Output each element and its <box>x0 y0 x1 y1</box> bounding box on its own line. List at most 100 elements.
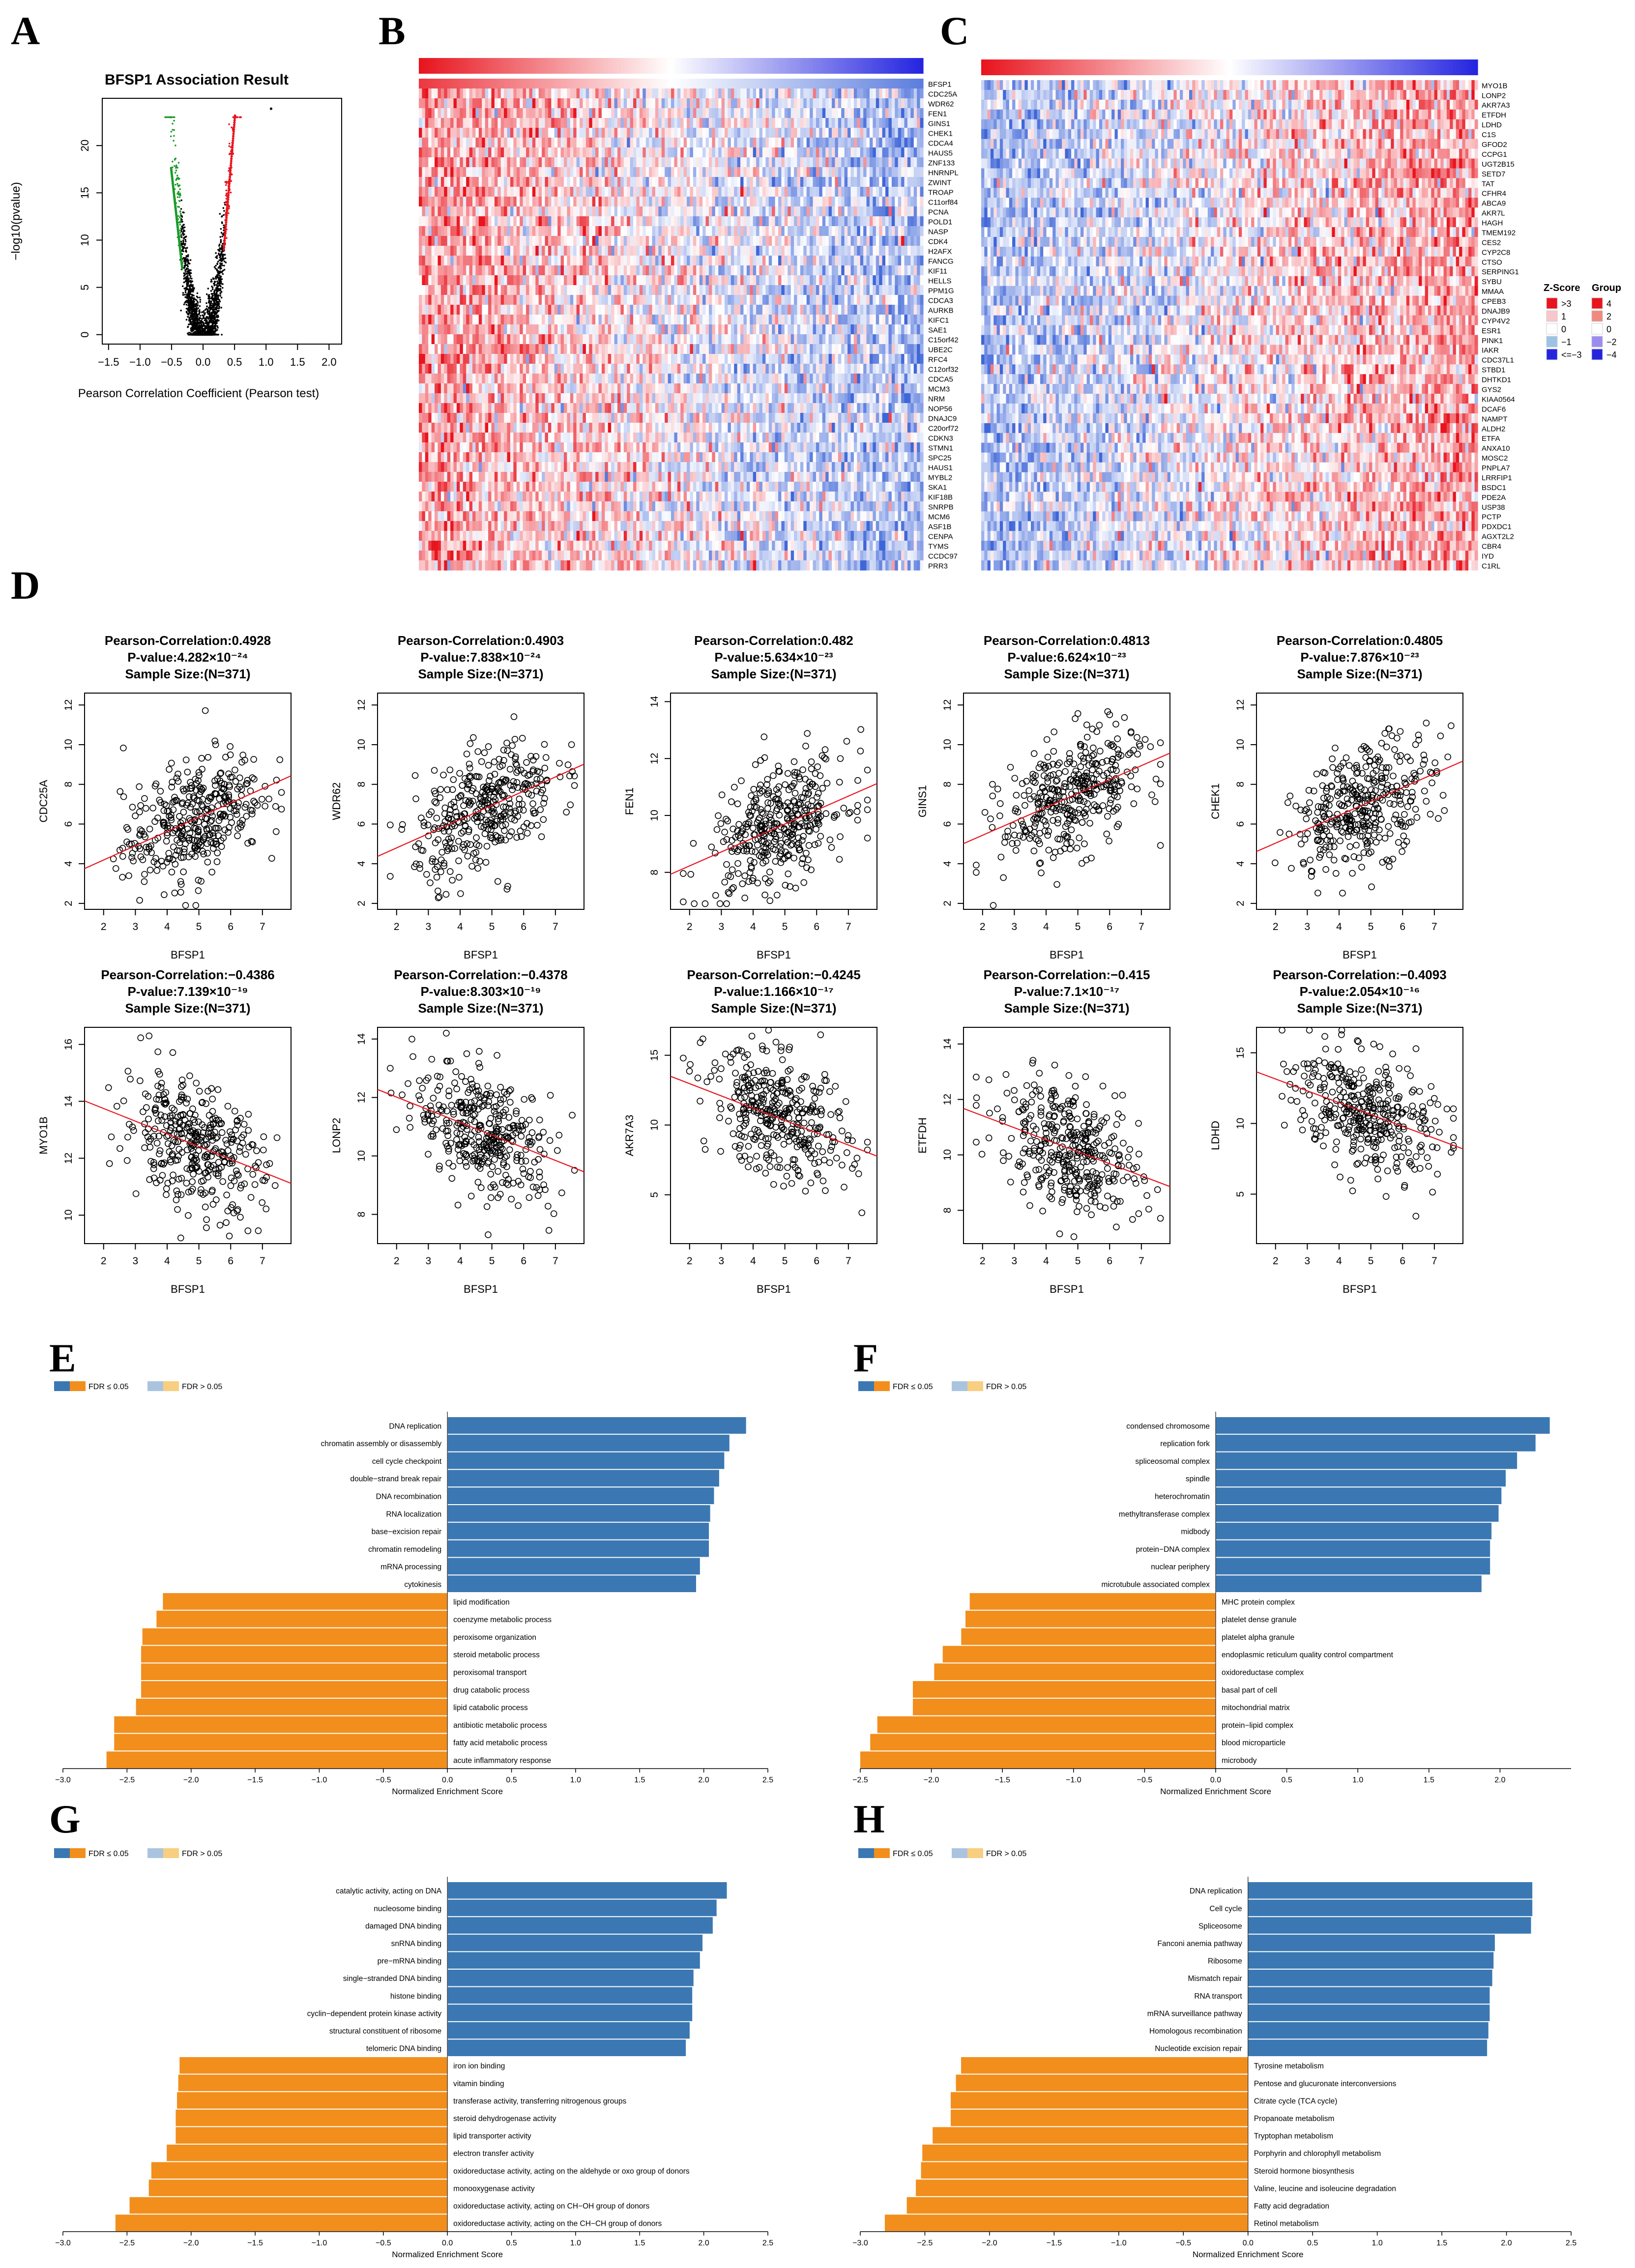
heatmap-cell <box>665 108 669 118</box>
heatmap-cell <box>627 147 631 158</box>
heatmap-cell <box>879 197 883 207</box>
heatmap-cell <box>775 138 779 148</box>
volcano-point <box>216 319 218 321</box>
volcano-point <box>180 309 182 312</box>
heatmap-cell <box>725 187 729 197</box>
heatmap-cell <box>548 177 552 187</box>
heatmap-cell <box>419 187 423 197</box>
heatmap-cell <box>592 88 596 99</box>
heatmap-cell <box>504 157 508 168</box>
heatmap-cell <box>841 197 845 207</box>
heatmap-cell <box>478 138 482 148</box>
group-bar-cell <box>730 58 734 74</box>
heatmap-cell <box>803 187 807 197</box>
heatmap-cell <box>850 108 854 118</box>
heatmap-cell <box>507 98 511 109</box>
heatmap-cell <box>810 88 814 99</box>
volcano-point <box>232 135 235 138</box>
heatmap-cell <box>542 167 546 177</box>
heatmap-cell <box>535 128 539 138</box>
heatmap-cell <box>746 147 750 158</box>
heatmap-cell <box>460 118 464 128</box>
heatmap-cell <box>507 118 511 128</box>
heatmap-cell <box>655 197 659 207</box>
heatmap-cell <box>879 98 883 109</box>
volcano-point <box>223 268 226 271</box>
volcano-point <box>216 333 218 336</box>
heatmap-cell <box>869 187 873 197</box>
heatmap-cell <box>737 197 741 207</box>
heatmap-cell <box>419 108 423 118</box>
heatmap-cell <box>712 118 716 128</box>
heatmap-cell <box>901 197 905 207</box>
heatmap-cell <box>857 118 861 128</box>
heatmap-cell <box>504 138 508 148</box>
heatmap-cell <box>639 177 643 187</box>
group-bar-cell <box>642 58 646 74</box>
heatmap-cell <box>746 108 750 118</box>
heatmap-cell <box>605 157 609 168</box>
heatmap-cell <box>557 147 561 158</box>
heatmap-cell <box>891 197 895 207</box>
heatmap-cell <box>620 197 624 207</box>
volcano-point <box>212 333 214 336</box>
heatmap-cell <box>687 128 691 138</box>
volcano-point <box>200 322 202 325</box>
heatmap-cell <box>661 157 665 168</box>
heatmap-cell <box>567 147 571 158</box>
heatmap-cell <box>841 79 845 89</box>
group-bar-cell <box>753 58 757 74</box>
heatmap-cell <box>466 197 470 207</box>
heatmap-cell <box>520 118 524 128</box>
heatmap-cell <box>797 128 801 138</box>
heatmap-cell <box>838 187 842 197</box>
volcano-point <box>210 297 212 300</box>
heatmap-cell <box>440 187 444 197</box>
volcano-point <box>225 184 227 186</box>
heatmap-cell <box>630 128 634 138</box>
volcano-point <box>224 204 226 206</box>
group-bar-cell <box>526 58 530 74</box>
heatmap-cell <box>526 138 530 148</box>
heatmap-cell <box>614 79 618 89</box>
heatmap-cell <box>668 197 672 207</box>
heatmap-cell <box>460 197 464 207</box>
volcano-point <box>218 307 220 309</box>
heatmap-cell <box>847 187 851 197</box>
heatmap-cell <box>422 177 426 187</box>
heatmap-cell <box>788 118 791 128</box>
heatmap-cell <box>529 197 533 207</box>
group-bar-cell <box>810 58 814 74</box>
heatmap-cell <box>775 197 779 207</box>
heatmap-cell <box>765 88 769 99</box>
heatmap-cell <box>850 167 854 177</box>
volcano-point <box>216 310 219 312</box>
heatmap-cell <box>614 128 618 138</box>
volcano-point <box>208 327 210 329</box>
heatmap-cell <box>642 187 646 197</box>
group-bar-cell <box>712 58 716 74</box>
heatmap-cell <box>841 177 845 187</box>
heatmap-cell <box>772 187 776 197</box>
heatmap-cell <box>794 187 798 197</box>
heatmap-cell <box>895 197 899 207</box>
heatmap-cell <box>920 88 924 99</box>
heatmap-cell <box>428 138 432 148</box>
heatmap-cell <box>475 108 479 118</box>
heatmap-cell <box>419 88 423 99</box>
heatmap-cell <box>529 88 533 99</box>
heatmap-cell <box>520 88 524 99</box>
heatmap-cell <box>472 108 476 118</box>
plot-frame <box>102 98 342 345</box>
heatmap-cell <box>844 118 848 128</box>
group-bar-cell <box>623 58 627 74</box>
heatmap-cell <box>592 128 596 138</box>
heatmap-cell <box>743 79 747 89</box>
heatmap-cell <box>828 187 832 197</box>
heatmap-cell <box>873 197 876 207</box>
heatmap-cell <box>633 197 637 207</box>
volcano-point <box>206 308 208 311</box>
heatmap-cell <box>435 187 438 197</box>
heatmap-cell <box>725 108 729 118</box>
volcano-point <box>225 198 228 200</box>
